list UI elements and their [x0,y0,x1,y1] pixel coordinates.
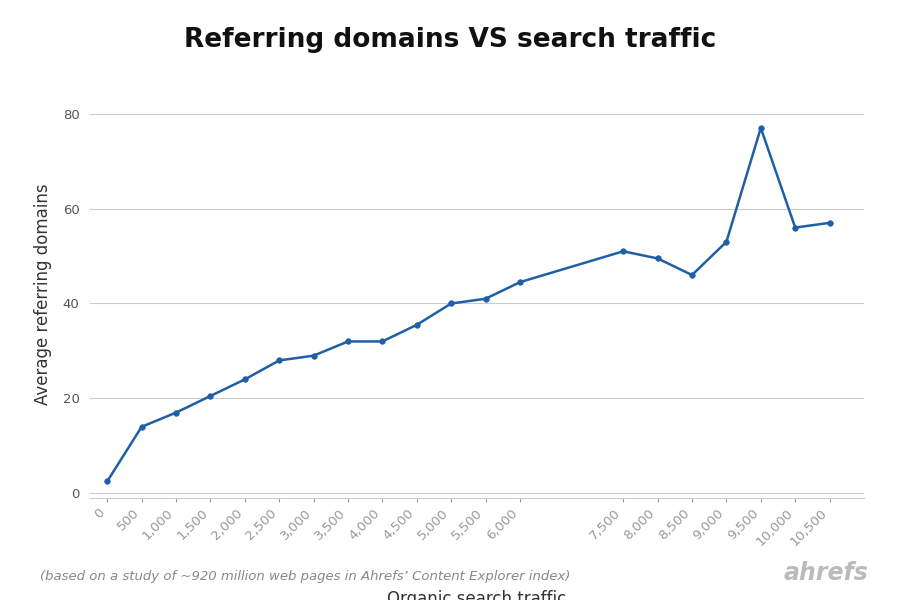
Text: ahrefs: ahrefs [784,561,868,585]
Text: (based on a study of ~920 million web pages in Ahrefs’ Content Explorer index): (based on a study of ~920 million web pa… [40,570,571,583]
Y-axis label: Average referring domains: Average referring domains [33,183,51,405]
X-axis label: Organic search traffic: Organic search traffic [387,590,567,600]
Text: Referring domains VS search traffic: Referring domains VS search traffic [184,27,716,53]
